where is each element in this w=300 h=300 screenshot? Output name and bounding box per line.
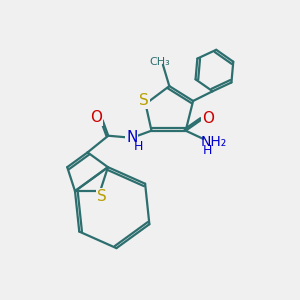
Text: O: O (202, 111, 214, 126)
Text: H: H (134, 140, 143, 153)
Text: N: N (126, 130, 138, 145)
Text: H: H (203, 144, 212, 157)
Text: S: S (97, 189, 106, 204)
Text: NH₂: NH₂ (200, 135, 227, 149)
Text: CH₃: CH₃ (150, 57, 170, 67)
Text: O: O (90, 110, 102, 125)
Text: S: S (139, 94, 149, 109)
